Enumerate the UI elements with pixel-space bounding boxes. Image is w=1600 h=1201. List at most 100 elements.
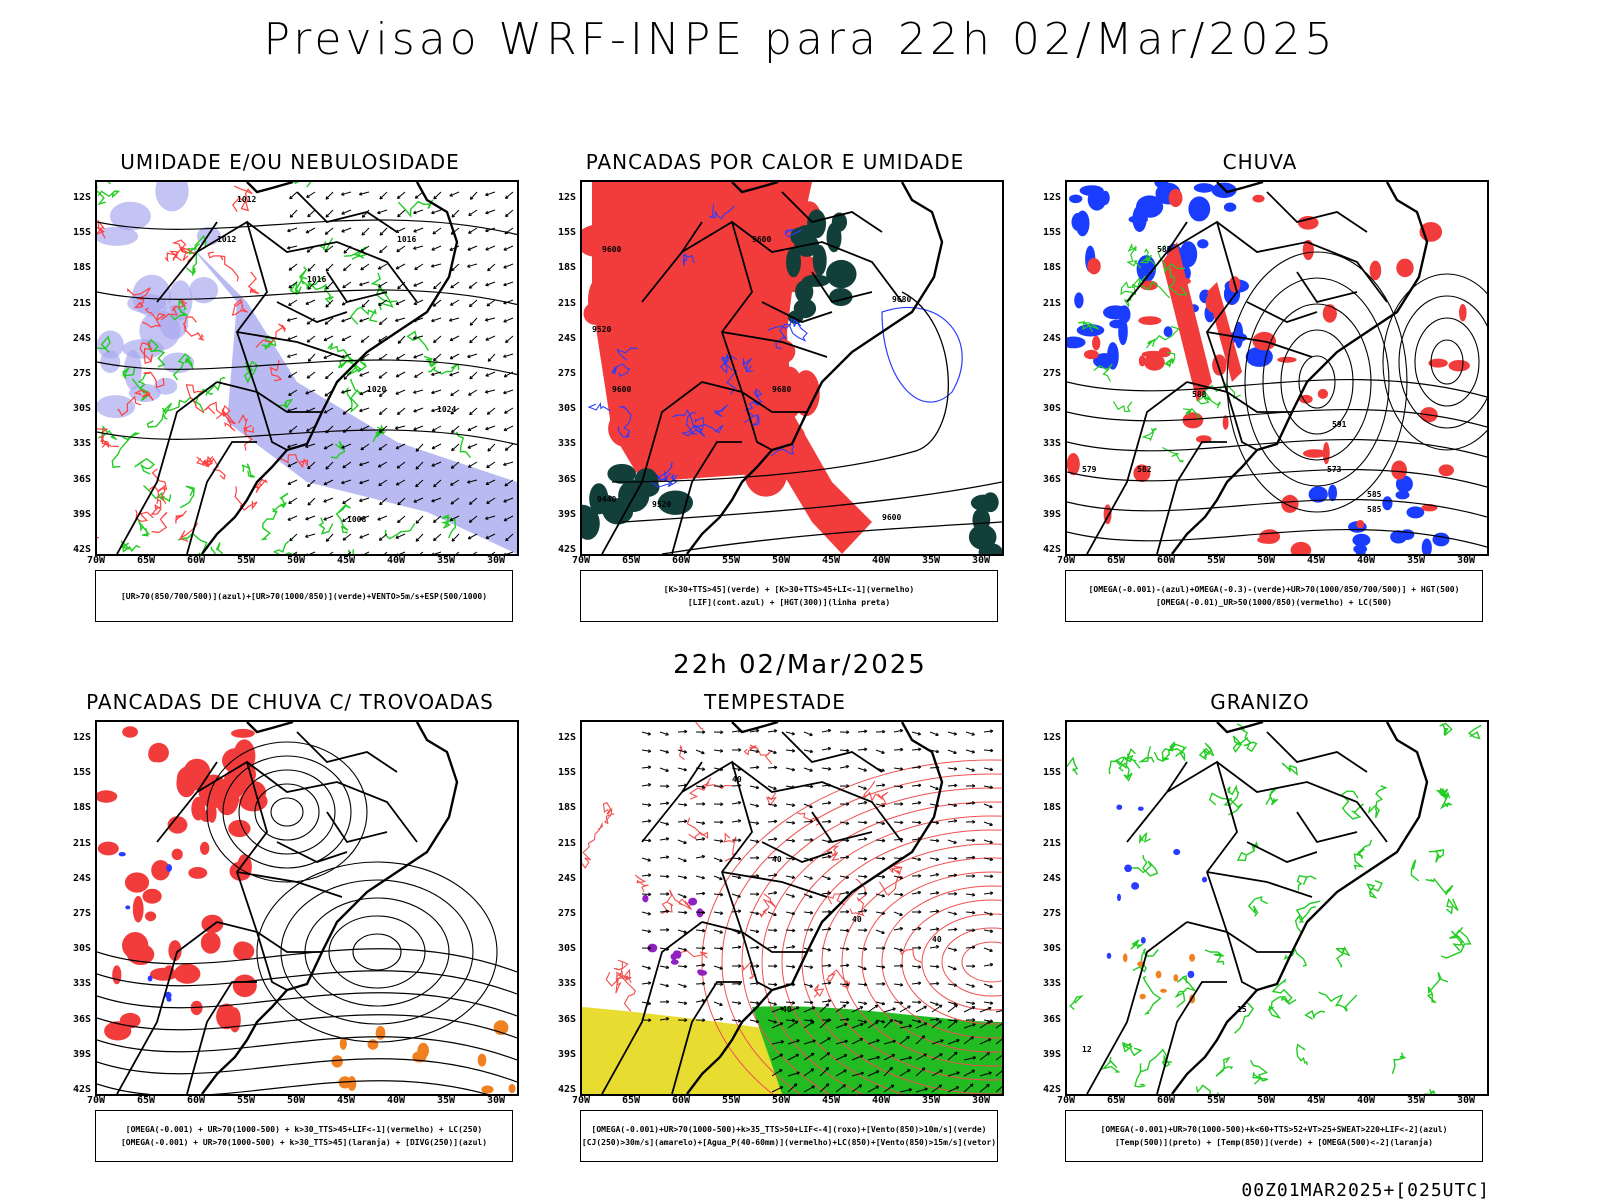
lon-tick-label: 35W bbox=[437, 555, 455, 566]
lat-tick-label: 30S bbox=[1025, 943, 1061, 954]
lon-tick-label: 70W bbox=[572, 555, 590, 566]
lat-tick-label: 12S bbox=[55, 732, 91, 743]
lat-tick-label: 15S bbox=[55, 767, 91, 778]
legend-line: [CJ(250)>30m/s](amarelo)+[Agua_P(40-60mm… bbox=[582, 1136, 996, 1149]
contour-label: 573 bbox=[1327, 465, 1342, 474]
lat-tick-label: 18S bbox=[540, 802, 576, 813]
lon-tick-label: 45W bbox=[822, 1095, 840, 1106]
page-title: Previsao WRF-INPE para 22h 02/Mar/2025 bbox=[0, 14, 1600, 65]
lat-tick-label: 15S bbox=[540, 227, 576, 238]
lon-tick-label: 35W bbox=[1407, 555, 1425, 566]
lat-tick-label: 21S bbox=[1025, 298, 1061, 309]
forecast-field-svg bbox=[97, 722, 517, 1094]
lat-tick-label: 12S bbox=[540, 732, 576, 743]
lat-tick-label: 39S bbox=[1025, 509, 1061, 520]
lon-tick-label: 30W bbox=[487, 1095, 505, 1106]
forecast-field-svg: 585588591579582573585585588 bbox=[1067, 182, 1487, 554]
lon-tick-label: 40W bbox=[1357, 555, 1375, 566]
lat-tick-label: 42S bbox=[55, 544, 91, 555]
lat-tick-label: 12S bbox=[1025, 192, 1061, 203]
lon-tick-label: 50W bbox=[772, 1095, 790, 1106]
lat-tick-label: 21S bbox=[540, 298, 576, 309]
lon-tick-label: 30W bbox=[972, 1095, 990, 1106]
lon-tick-label: 50W bbox=[287, 555, 305, 566]
lon-tick-label: 30W bbox=[1457, 555, 1475, 566]
lat-tick-label: 36S bbox=[55, 1014, 91, 1025]
legend-line: [OMEGA(-0.001) + UR>70(1000-500) + k>30_… bbox=[121, 1136, 487, 1149]
legend-line: [OMEGA(-0.001) + UR>70(1000-500) + k>30_… bbox=[126, 1123, 482, 1136]
legend-line: [LIF](cont.azul) + [HGT(300)](linha pret… bbox=[688, 596, 890, 609]
lat-tick-label: 27S bbox=[1025, 908, 1061, 919]
lon-tick-label: 60W bbox=[1157, 1095, 1175, 1106]
lat-tick-label: 21S bbox=[55, 298, 91, 309]
contour-label: 9600 bbox=[612, 385, 631, 394]
contour-label: 1016 bbox=[397, 235, 416, 244]
panel-title: CHUVA bbox=[1025, 150, 1495, 174]
contour-label: 40 bbox=[932, 935, 942, 944]
contour-label: 1012 bbox=[217, 235, 236, 244]
lon-tick-label: 40W bbox=[1357, 1095, 1375, 1106]
contour-label: 9520 bbox=[592, 325, 611, 334]
lat-tick-label: 30S bbox=[55, 403, 91, 414]
contour-label: 40 bbox=[732, 775, 742, 784]
lon-tick-label: 65W bbox=[1107, 555, 1125, 566]
lat-tick-label: 39S bbox=[540, 509, 576, 520]
lon-tick-label: 30W bbox=[972, 555, 990, 566]
contour-label: 1012 bbox=[237, 195, 256, 204]
panel-legend: [OMEGA(-0.001) + UR>70(1000-500) + k>30_… bbox=[95, 1110, 513, 1162]
lon-tick-label: 45W bbox=[1307, 1095, 1325, 1106]
lon-tick-label: 35W bbox=[1407, 1095, 1425, 1106]
panel-title: TEMPESTADE bbox=[540, 690, 1010, 714]
contour-label: 579 bbox=[1082, 465, 1097, 474]
lat-tick-label: 42S bbox=[540, 1084, 576, 1095]
lat-tick-label: 33S bbox=[540, 438, 576, 449]
contour-label: 12 bbox=[1082, 1045, 1092, 1054]
contour-label: 585 bbox=[1157, 245, 1172, 254]
lon-tick-label: 50W bbox=[1257, 555, 1275, 566]
lat-tick-label: 24S bbox=[540, 873, 576, 884]
lat-tick-label: 21S bbox=[540, 838, 576, 849]
contour-label: 9440 bbox=[597, 495, 616, 504]
lat-tick-label: 24S bbox=[1025, 873, 1061, 884]
contour-label: 582 bbox=[1137, 465, 1152, 474]
lat-tick-label: 36S bbox=[540, 474, 576, 485]
lon-tick-label: 70W bbox=[1057, 555, 1075, 566]
lon-tick-label: 45W bbox=[337, 555, 355, 566]
contour-label: 591 bbox=[1332, 420, 1347, 429]
contour-label: 40 bbox=[782, 1005, 792, 1014]
lon-tick-label: 35W bbox=[437, 1095, 455, 1106]
contour-label: 40 bbox=[852, 915, 862, 924]
lat-tick-label: 36S bbox=[1025, 1014, 1061, 1025]
lat-tick-label: 18S bbox=[540, 262, 576, 273]
panel-legend: [OMEGA(-0.001)+UR>70(1000-500)+k<60+TTS>… bbox=[1065, 1110, 1483, 1162]
lat-tick-label: 30S bbox=[1025, 403, 1061, 414]
lat-tick-label: 33S bbox=[55, 978, 91, 989]
contour-label: 40 bbox=[772, 855, 782, 864]
legend-line: [Temp(500)](preto) + [Temp(850)](verde) … bbox=[1115, 1136, 1433, 1149]
map-panel-3: CHUVA58558859157958257358558558812S15S18… bbox=[1025, 150, 1495, 630]
lat-tick-label: 24S bbox=[55, 873, 91, 884]
lon-tick-label: 40W bbox=[872, 1095, 890, 1106]
lat-tick-label: 27S bbox=[55, 908, 91, 919]
lat-tick-label: 18S bbox=[55, 802, 91, 813]
lon-tick-label: 60W bbox=[1157, 555, 1175, 566]
lat-tick-label: 30S bbox=[540, 403, 576, 414]
lat-tick-label: 36S bbox=[55, 474, 91, 485]
contour-label: 1020 bbox=[367, 385, 386, 394]
lon-tick-label: 60W bbox=[672, 1095, 690, 1106]
lat-tick-label: 18S bbox=[1025, 262, 1061, 273]
lat-tick-label: 42S bbox=[540, 544, 576, 555]
contour-label: 9520 bbox=[652, 500, 671, 509]
lat-tick-label: 15S bbox=[1025, 767, 1061, 778]
map-plot bbox=[95, 720, 519, 1096]
lon-tick-label: 50W bbox=[1257, 1095, 1275, 1106]
lat-tick-label: 39S bbox=[55, 1049, 91, 1060]
legend-line: [UR>70(850/700/500)](azul)+[UR>70(1000/8… bbox=[121, 590, 487, 603]
lat-tick-label: 27S bbox=[1025, 368, 1061, 379]
panel-legend: [OMEGA(-0.001)+UR>70(1000-500)+k>35_TTS>… bbox=[580, 1110, 998, 1162]
contour-label: 15 bbox=[1237, 1005, 1247, 1014]
lon-tick-label: 35W bbox=[922, 555, 940, 566]
